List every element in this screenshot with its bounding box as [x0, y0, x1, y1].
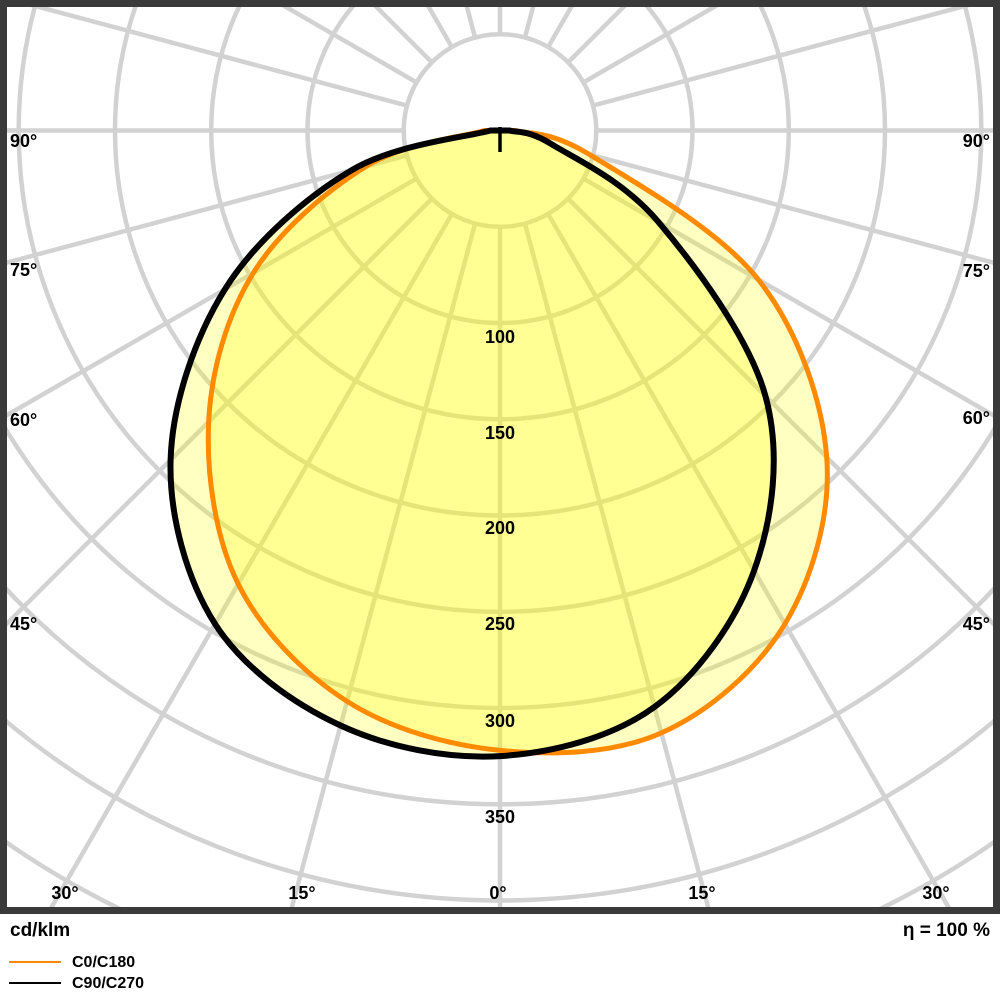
angle-label-left-60: 60°: [10, 410, 38, 430]
unit-label: cd/klm: [10, 920, 71, 941]
legend-line-c0-c180: [9, 961, 61, 963]
radial-label-250: 250: [484, 614, 516, 634]
angle-label-right-60: 60°: [962, 408, 990, 428]
angle-label-bottom-0: 0°: [489, 883, 507, 903]
radial-label-350: 350: [484, 807, 516, 827]
angle-label-right-75: 75°: [962, 261, 990, 281]
legend-label-c0-c180: C0/C180: [72, 954, 136, 971]
radial-label-100: 100: [484, 327, 516, 347]
legend-line-c90-c270: [9, 982, 61, 984]
angle-label-right-90: 90°: [962, 131, 990, 151]
angle-label-bottom-30-right: 30°: [922, 883, 950, 903]
angle-label-bottom-30-left: 30°: [51, 883, 79, 903]
radial-label-200: 200: [484, 518, 516, 538]
curve-strokes: [167, 127, 830, 760]
angle-label-bottom-15-left: 15°: [288, 883, 316, 903]
angle-label-left-45: 45°: [10, 614, 38, 634]
curve-fills: [170, 130, 828, 757]
plot-frame: [0, 0, 1000, 914]
angle-label-left-75: 75°: [10, 260, 38, 280]
legend-label-c90-c270: C90/C270: [72, 975, 145, 992]
angle-label-bottom-15-right: 15°: [688, 883, 716, 903]
radial-label-150: 150: [484, 423, 516, 443]
efficiency-label: η = 100 %: [902, 920, 990, 941]
angle-label-left-90: 90°: [10, 131, 38, 151]
radial-label-300: 300: [484, 711, 516, 731]
angle-label-right-45: 45°: [962, 614, 990, 634]
